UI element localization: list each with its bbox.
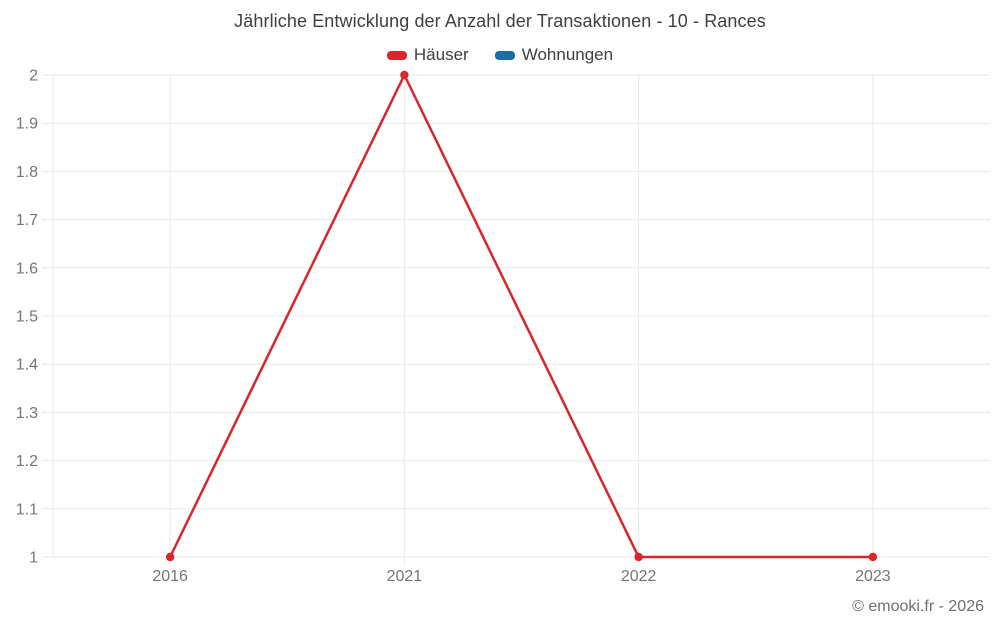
y-axis-tick-label: 1.1 bbox=[16, 501, 38, 518]
y-axis-tick-label: 1.2 bbox=[16, 453, 38, 470]
y-axis-tick-label: 1.4 bbox=[16, 357, 38, 374]
x-axis-tick-label: 2021 bbox=[387, 568, 423, 585]
y-axis-tick-label: 1.6 bbox=[16, 260, 38, 277]
y-axis-tick-label: 2 bbox=[29, 68, 38, 85]
legend-label-wohnungen: Wohnungen bbox=[521, 45, 614, 64]
data-point-häuser[interactable] bbox=[634, 552, 643, 562]
y-axis-tick-label: 1.8 bbox=[16, 164, 38, 181]
y-axis-tick-label: 1.3 bbox=[16, 405, 38, 422]
legend-item-wohnungen[interactable]: Wohnungen bbox=[494, 45, 614, 65]
y-axis-tick-label: 1.9 bbox=[16, 116, 38, 133]
x-axis-tick-label: 2023 bbox=[855, 568, 891, 585]
x-axis-tick-label: 2016 bbox=[152, 568, 188, 585]
y-axis-tick-label: 1.5 bbox=[16, 309, 38, 326]
x-axis-tick-label: 2022 bbox=[621, 568, 657, 585]
legend-item-haeuser[interactable]: Häuser bbox=[386, 45, 469, 65]
chart-title: Jährliche Entwicklung der Anzahl der Tra… bbox=[234, 11, 766, 31]
haeuser-series-swatch-icon bbox=[386, 50, 407, 60]
copyright-credit: © emooki.fr - 2026 bbox=[852, 598, 984, 615]
series-line-häuser bbox=[168, 73, 875, 559]
data-point-häuser[interactable] bbox=[400, 70, 409, 80]
legend-label-haeuser: Häuser bbox=[413, 45, 469, 64]
wohnungen-series-swatch-icon bbox=[494, 50, 515, 60]
data-point-häuser[interactable] bbox=[165, 552, 175, 562]
y-axis-tick-label: 1.7 bbox=[16, 212, 38, 229]
legend: Häuser Wohnungen bbox=[0, 45, 1000, 65]
data-point-häuser[interactable] bbox=[868, 552, 878, 562]
y-axis-tick-label: 1 bbox=[29, 550, 38, 567]
